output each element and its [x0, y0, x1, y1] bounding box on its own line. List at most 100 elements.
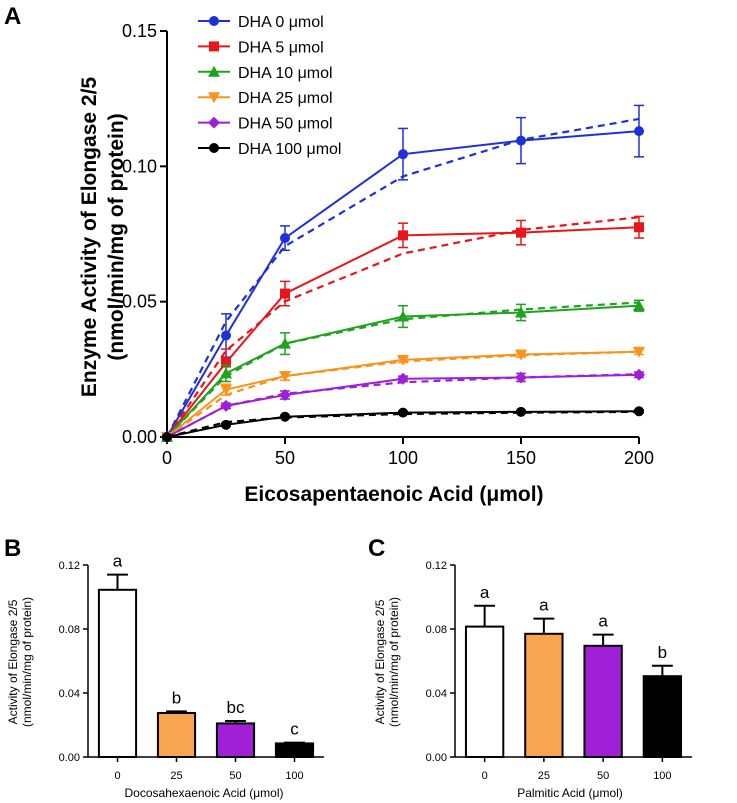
data-point — [279, 389, 291, 402]
series-line — [166, 130, 640, 438]
panel-a-plot — [161, 104, 645, 443]
data-point — [633, 368, 645, 381]
data-point — [516, 406, 526, 417]
data-point — [516, 227, 526, 238]
data-point — [515, 306, 527, 318]
legend-label: DHA 100 μmol — [238, 141, 341, 158]
data-point — [221, 419, 231, 430]
legend-label: DHA 5 μmol — [238, 39, 324, 56]
legend-marker — [208, 65, 220, 77]
panel-c-y-tick-label: 0.12 — [426, 560, 447, 572]
data-point — [221, 330, 231, 341]
data-point — [279, 337, 291, 349]
panel-c-x-tick-label: 25 — [538, 770, 550, 782]
panel-a-x-tick-label: 150 — [506, 448, 536, 468]
series-line — [166, 226, 640, 438]
panel-b-y-axis-title-line1: Activity of Elongase 2/5 — [6, 599, 20, 724]
data-point — [397, 310, 409, 322]
legend-label: DHA 10 μmol — [238, 65, 333, 82]
panel-c-y-tick-label: 0.04 — [426, 688, 447, 700]
legend-marker — [209, 143, 219, 153]
data-point — [515, 371, 527, 384]
data-point — [220, 384, 232, 396]
significance-letter: b — [172, 688, 181, 707]
panel-c-x-tick-label: 50 — [597, 770, 609, 782]
data-point — [220, 367, 232, 379]
significance-letter: b — [658, 643, 667, 662]
bar — [464, 625, 505, 758]
data-point — [398, 407, 408, 418]
series-fit-curve — [166, 373, 640, 438]
panel-a-axes: 0.00 0.05 0.10 0.15 0 50 100 150 200 — [122, 21, 654, 468]
panel-c-y-tick-label: 0.00 — [426, 752, 447, 764]
panel-a-y-axis-title-line1: Enzyme Activity of Elongase 2/5 — [78, 77, 101, 397]
panel-b-plot: a b bc c — [97, 552, 315, 759]
panel-a-y-tick-label: 0.10 — [122, 156, 157, 176]
series-fit-curve — [166, 117, 640, 438]
data-point — [634, 406, 644, 417]
data-point — [280, 233, 290, 244]
panel-c-x-tick-label: 100 — [653, 770, 671, 782]
series-fit-curve — [166, 301, 640, 438]
series-fit-curve — [166, 216, 640, 438]
panel-b: B 0.00 0.04 0.08 0.12 0 25 50 100 a b bc c Docosah… — [4, 535, 324, 800]
panel-a-legend: DHA 0 μmol DHA 5 μmol DHA 10 μmol DHA 25 μm… — [198, 14, 341, 158]
data-point — [280, 288, 290, 299]
series-line — [166, 350, 640, 438]
legend-marker — [209, 16, 219, 26]
data-point — [221, 357, 231, 368]
data-point — [516, 135, 526, 146]
data-point — [162, 432, 172, 442]
bar — [97, 588, 138, 758]
data-point — [280, 411, 290, 422]
data-point — [398, 149, 408, 160]
panel-a-y-tick-label: 0.05 — [122, 292, 157, 312]
panel-letter-b: B — [4, 535, 21, 562]
panel-b-x-tick-label: 50 — [229, 770, 241, 782]
data-point — [397, 372, 409, 385]
significance-letter: a — [598, 612, 608, 631]
panel-b-y-tick-label: 0.04 — [59, 688, 80, 700]
panel-b-y-tick-label: 0.08 — [59, 624, 80, 636]
panel-c-y-axis-title-line2: (nmol/min/mg of protein) — [387, 597, 401, 727]
data-point — [634, 222, 644, 233]
panel-b-x-tick-label: 0 — [114, 770, 120, 782]
series-line — [166, 304, 640, 438]
significance-letter: a — [480, 583, 490, 602]
panel-b-y-tick-label: 0.12 — [59, 560, 80, 572]
panel-a-y-axis-title-line2: (nmol/min/mg of protein) — [105, 113, 128, 360]
legend-label: DHA 50 μmol — [238, 116, 333, 133]
legend-label: DHA 25 μmol — [238, 90, 333, 107]
legend-marker — [208, 92, 220, 104]
data-point — [279, 371, 291, 383]
panel-b-x-tick-label: 100 — [285, 770, 303, 782]
significance-letter: bc — [227, 698, 245, 717]
data-point — [220, 399, 232, 412]
panel-a-y-tick-label: 0.15 — [122, 21, 157, 41]
panel-c-y-axis-title-line1: Activity of Elongase 2/5 — [373, 599, 387, 724]
data-point — [634, 126, 644, 137]
panel-c-x-axis-title: Palmitic Acid (μmol) — [517, 786, 623, 800]
panel-c: C 0.00 0.04 0.08 0.12 0 25 50 100 a a a b Palmitic… — [368, 535, 692, 800]
panel-a-x-tick-label: 200 — [624, 448, 654, 468]
panel-b-x-tick-label: 25 — [170, 770, 182, 782]
panel-a: A 0.00 0.05 0.10 0.15 0 50 100 150 200 DHA 0 μmo… — [4, 3, 654, 506]
bar — [215, 722, 256, 759]
data-point — [515, 349, 527, 361]
data-point — [398, 230, 408, 241]
significance-letter: a — [113, 552, 123, 571]
panel-a-x-tick-label: 50 — [275, 448, 295, 468]
series-line — [166, 373, 640, 438]
bar — [156, 712, 197, 758]
panel-b-y-axis-title-line2: (nmol/min/mg of protein) — [20, 597, 34, 727]
significance-letter: c — [290, 720, 299, 739]
bar — [524, 632, 564, 758]
panel-b-x-axis-title: Docosahexaenoic Acid (μmol) — [125, 786, 284, 800]
panel-letter-c: C — [368, 535, 385, 562]
significance-letter: a — [539, 596, 549, 615]
panel-a-x-tick-label: 0 — [162, 448, 172, 468]
panel-a-x-tick-label: 100 — [388, 448, 418, 468]
panel-c-plot: a a a b — [464, 583, 683, 759]
legend-label: DHA 0 μmol — [238, 14, 324, 31]
